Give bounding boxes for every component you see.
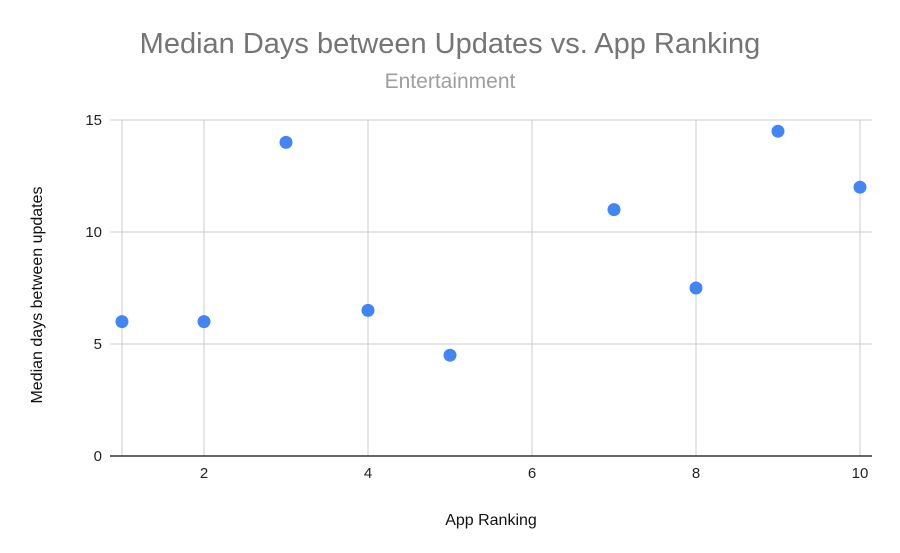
y-tick-label: 5 (94, 336, 102, 353)
y-axis-title: Median days between updates (29, 186, 46, 403)
x-gridlines (121, 120, 861, 456)
y-tick-label: 15 (85, 112, 102, 129)
data-point (443, 348, 457, 362)
data-points (115, 124, 867, 362)
x-tick-label: 8 (692, 465, 700, 482)
chart-subtitle: Entertainment (385, 70, 516, 93)
y-gridlines (110, 119, 872, 345)
data-point (361, 303, 375, 317)
x-tick-label: 4 (364, 465, 372, 482)
chart-title: Median Days between Updates vs. App Rank… (140, 28, 761, 60)
x-axis-title: App Ranking (445, 512, 537, 529)
data-point (279, 135, 293, 149)
data-point (689, 281, 703, 295)
y-tick-label: 10 (85, 224, 102, 241)
x-tick-label: 10 (852, 465, 869, 482)
data-point (115, 315, 129, 329)
x-tick-label: 2 (200, 465, 208, 482)
data-point (771, 124, 785, 138)
data-point (197, 315, 211, 329)
data-point (607, 203, 621, 217)
y-tick-label: 0 (94, 448, 102, 465)
x-tick-labels: 2 4 6 8 10 (200, 465, 869, 482)
data-point (853, 180, 867, 194)
x-tick-label: 6 (528, 465, 536, 482)
y-tick-labels: 0 5 10 15 (85, 112, 102, 465)
